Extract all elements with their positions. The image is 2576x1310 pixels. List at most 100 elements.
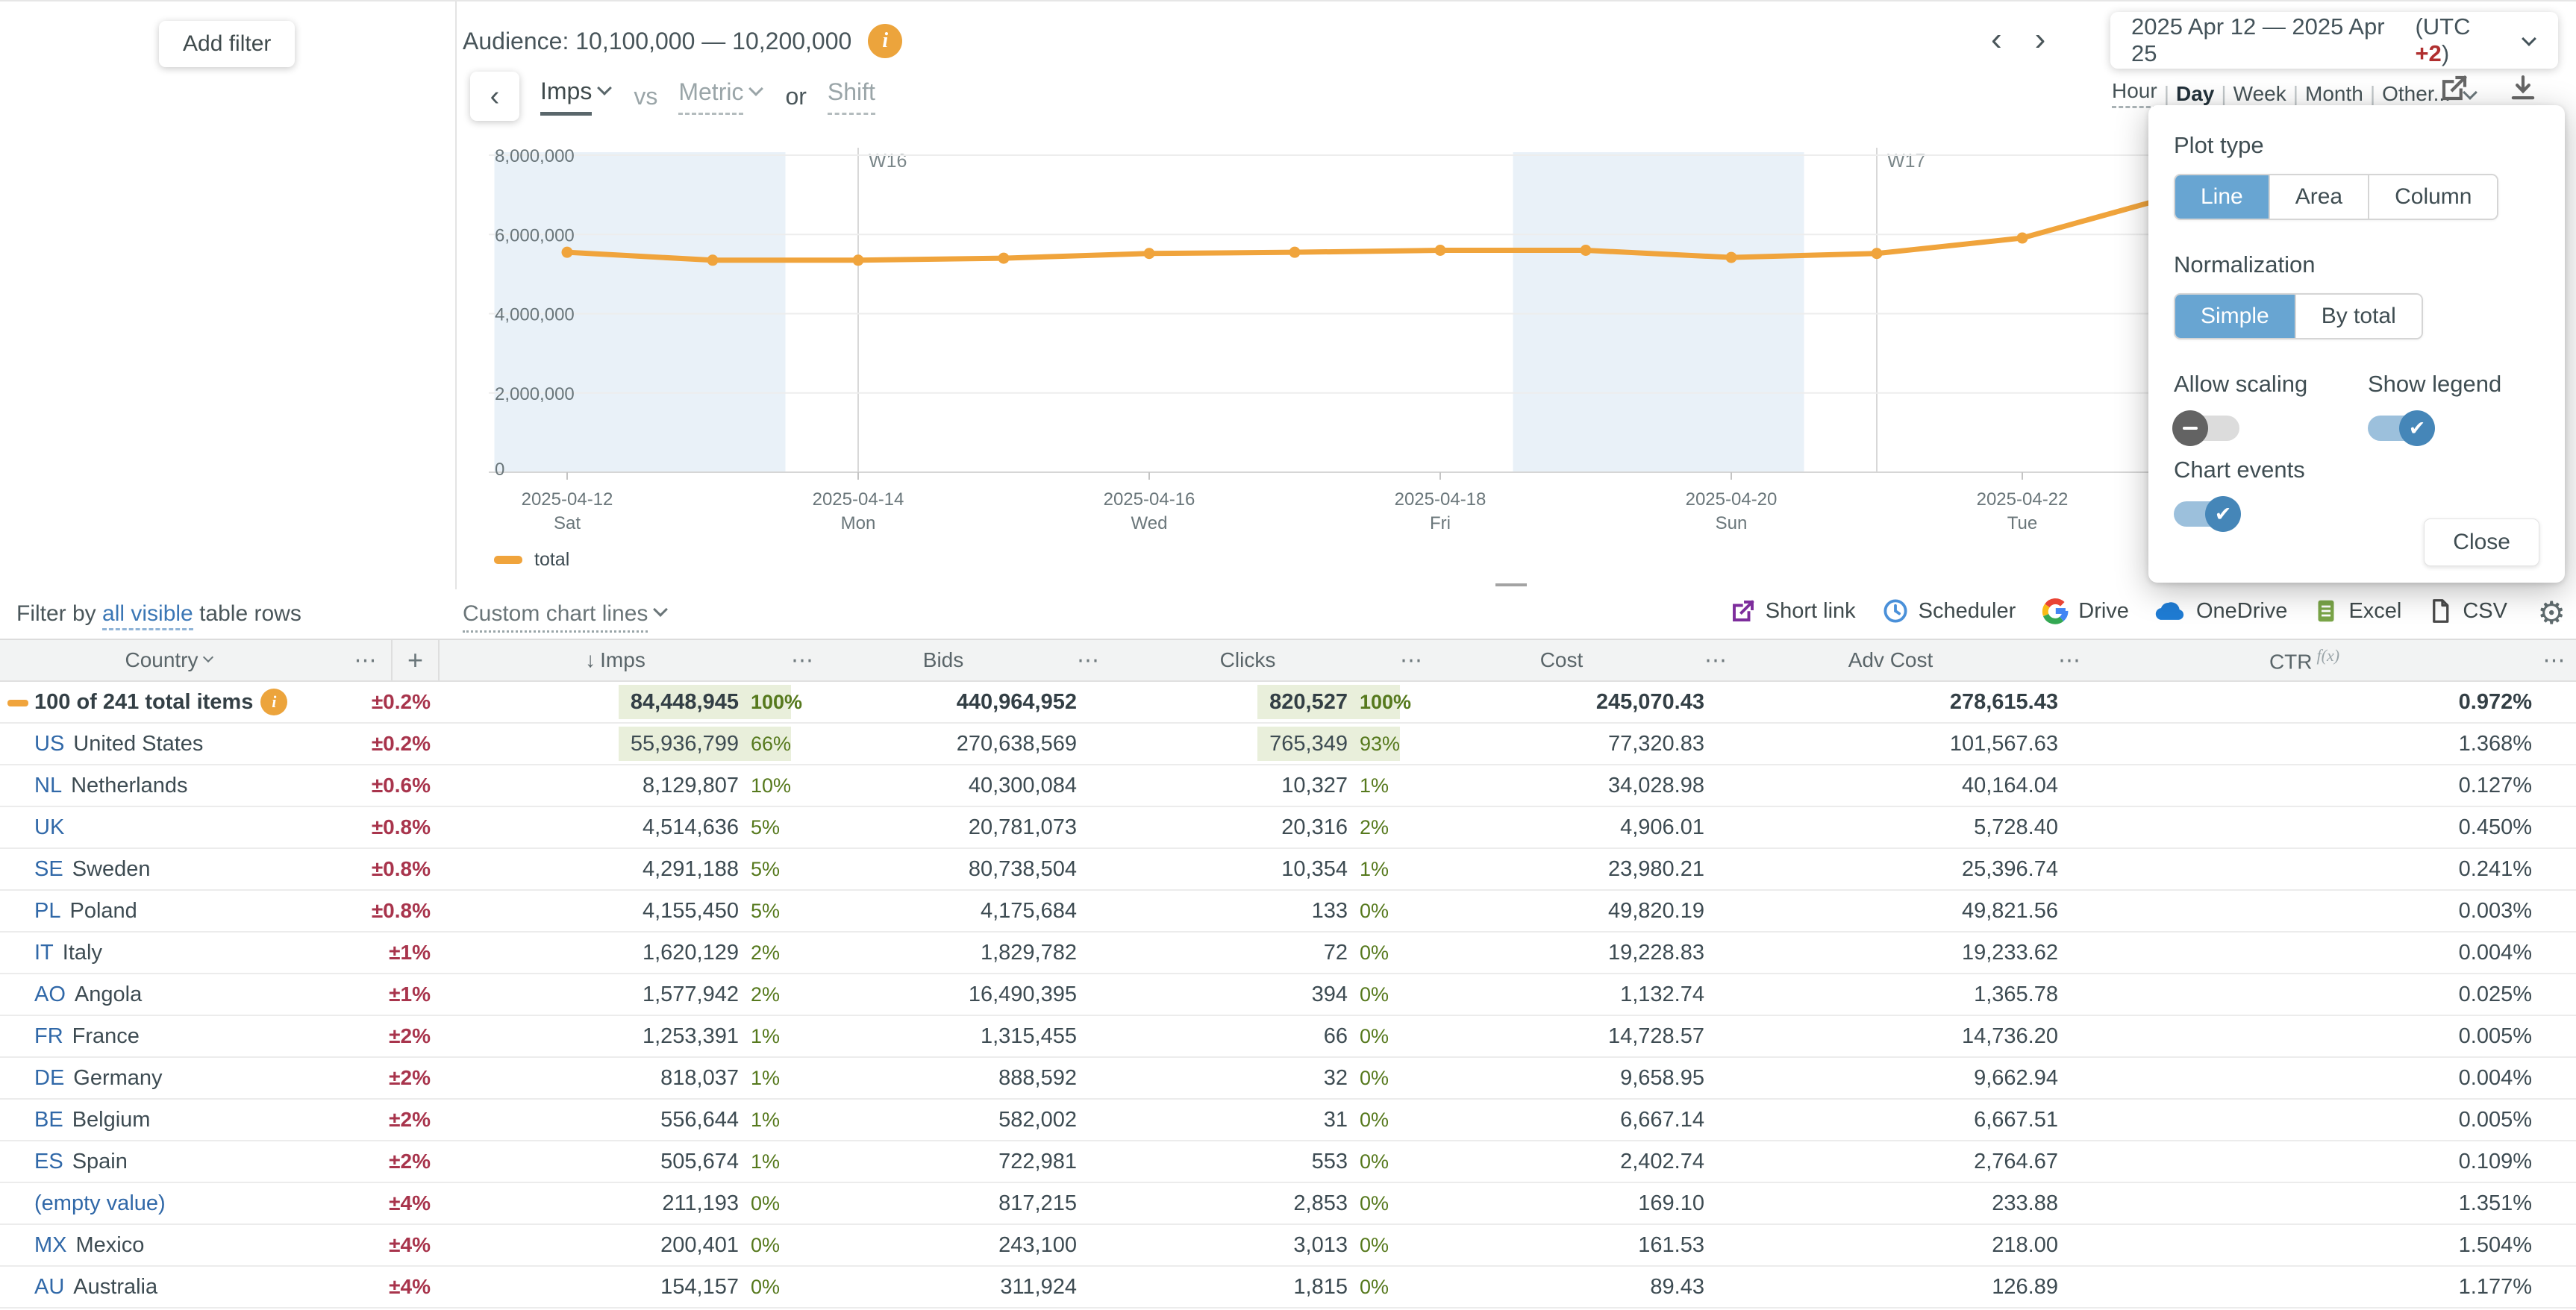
country-name[interactable]: France: [72, 1024, 140, 1048]
country-name[interactable]: Belgium: [72, 1107, 151, 1132]
country-name[interactable]: Angola: [74, 982, 143, 1006]
normalization-option-simple[interactable]: Simple: [2175, 295, 2295, 338]
chart-actions: ⚙: [2439, 70, 2576, 106]
back-button[interactable]: ‹: [470, 72, 519, 121]
plot-type-option-area[interactable]: Area: [2268, 175, 2369, 219]
download-icon[interactable]: [2507, 72, 2539, 104]
table-row[interactable]: AU Australia ±4% 154,157 0% 311,924 1,815 0% 89.…: [0, 1267, 2576, 1309]
imps-percent: 0%: [751, 1191, 781, 1215]
country-name[interactable]: Spain: [72, 1149, 128, 1173]
allow-scaling-switch[interactable]: [2172, 410, 2239, 446]
country-name[interactable]: Mexico: [75, 1232, 145, 1257]
country-name[interactable]: Italy: [62, 940, 102, 965]
table-settings-gear-icon[interactable]: ⚙: [2537, 595, 2566, 631]
country-code[interactable]: MX: [34, 1232, 67, 1257]
table-row[interactable]: US United States ±0.2% 55,936,799 66% 270,638…: [0, 724, 2576, 765]
column-header-imps[interactable]: ↓ Imps: [585, 648, 645, 671]
secondary-metric-dropdown[interactable]: Metric: [678, 78, 764, 115]
date-range-picker[interactable]: 2025 Apr 12 — 2025 Apr 25 (UTC +2): [2110, 12, 2558, 69]
cell-margin-of-error: ±2%: [389, 1024, 431, 1047]
add-column-button[interactable]: +: [391, 640, 440, 680]
country-name[interactable]: Poland: [69, 898, 137, 923]
table-row[interactable]: 100 of 241 total items i ±0.2% 84,448,945 10…: [0, 682, 2576, 724]
table-row[interactable]: PL Poland ±0.8% 4,155,450 5% 4,175,684 133 0% 49…: [0, 891, 2576, 933]
granularity-week[interactable]: Week: [2233, 81, 2286, 105]
country-name[interactable]: Germany: [73, 1065, 163, 1090]
cell-bids: 16,490,395: [968, 982, 1077, 1006]
granularity-other[interactable]: Other...: [2382, 81, 2451, 105]
drive-button[interactable]: Drive: [2041, 597, 2129, 625]
country-name[interactable]: Netherlands: [71, 773, 188, 797]
column-menu-icon[interactable]: ⋯: [1704, 648, 1727, 673]
country-name[interactable]: United States: [73, 731, 204, 756]
timeseries-chart[interactable]: W16 W17 0 2,000,000 4,000,000 6,000,000 8,000,…: [463, 131, 2172, 578]
shift-toggle[interactable]: Shift: [827, 78, 875, 115]
country-code[interactable]: IT: [34, 940, 54, 965]
table-row[interactable]: UK ±0.8% 4,514,636 5% 20,781,073 20,316 2% 4,90…: [0, 807, 2576, 849]
column-header-clicks[interactable]: Clicks: [1219, 648, 1276, 671]
onedrive-button[interactable]: OneDrive: [2154, 597, 2287, 625]
granularity-hour[interactable]: Hour: [2112, 79, 2157, 108]
table-row[interactable]: AO Angola ±1% 1,577,942 2% 16,490,395 394 0% 1,1…: [0, 974, 2576, 1016]
column-header-country[interactable]: Country: [0, 648, 340, 672]
country-name[interactable]: Sweden: [72, 856, 151, 881]
add-filter-button[interactable]: Add filter: [159, 21, 296, 67]
granularity-month[interactable]: Month: [2305, 81, 2363, 105]
prev-date-button[interactable]: ‹: [1991, 21, 2002, 57]
legend-label[interactable]: total: [534, 549, 570, 570]
open-in-new-icon[interactable]: [2439, 72, 2470, 104]
column-header-cost[interactable]: Cost: [1539, 648, 1584, 671]
next-date-button[interactable]: ›: [2034, 21, 2046, 57]
country-code[interactable]: NL: [34, 773, 63, 797]
column-menu-icon[interactable]: ⋯: [1400, 648, 1422, 673]
country-name[interactable]: Australia: [73, 1274, 158, 1299]
scheduler-button[interactable]: Scheduler: [1881, 597, 2016, 625]
table-row[interactable]: NL Netherlands ±0.6% 8,129,807 10% 40,300,084…: [0, 765, 2576, 807]
plot-type-option-column[interactable]: Column: [2368, 175, 2498, 219]
country-code[interactable]: SE: [34, 856, 63, 881]
cell-imps: 211,193 0%: [440, 1186, 791, 1220]
country-code[interactable]: BE: [34, 1107, 63, 1132]
column-header-adv-cost[interactable]: Adv Cost: [1848, 648, 1933, 671]
short-link-button[interactable]: Short link: [1730, 598, 1856, 624]
column-header-bids[interactable]: Bids: [922, 648, 964, 671]
custom-chart-lines-dropdown[interactable]: Custom chart lines: [463, 601, 669, 633]
country-code[interactable]: AO: [34, 982, 66, 1006]
column-menu-icon[interactable]: ⋯: [791, 648, 813, 673]
table-row[interactable]: ES Spain ±2% 505,674 1% 722,981 553 0% 2,402.74 2…: [0, 1141, 2576, 1183]
excel-button[interactable]: Excel: [2313, 598, 2401, 624]
country-code[interactable]: UK: [34, 815, 65, 839]
table-row[interactable]: IT Italy ±1% 1,620,129 2% 1,829,782 72 0% 19,228…: [0, 933, 2576, 974]
filter-scope-link[interactable]: all visible: [102, 601, 193, 630]
column-menu-icon[interactable]: ⋯: [354, 648, 377, 673]
column-menu-icon[interactable]: ⋯: [2542, 648, 2566, 673]
normalization-option-by-total[interactable]: By total: [2294, 295, 2422, 338]
close-button[interactable]: Close: [2424, 518, 2539, 566]
country-code[interactable]: DE: [34, 1065, 65, 1090]
info-icon[interactable]: i: [260, 689, 288, 715]
table-row[interactable]: (empty value) ±4% 211,193 0% 817,215 2,853 0% 1…: [0, 1183, 2576, 1225]
country-code[interactable]: FR: [34, 1024, 63, 1048]
country-code[interactable]: US: [34, 731, 65, 756]
show-legend-switch[interactable]: ✔: [2368, 410, 2435, 446]
info-icon[interactable]: i: [868, 24, 903, 58]
cell-country: PL Poland: [0, 899, 340, 924]
table-row[interactable]: DE Germany ±2% 818,037 1% 888,592 32 0% 9,658.95…: [0, 1058, 2576, 1100]
country-name[interactable]: (empty value): [34, 1191, 166, 1215]
primary-metric-dropdown[interactable]: Imps: [540, 78, 613, 116]
table-row[interactable]: FR France ±2% 1,253,391 1% 1,315,455 66 0% 14,72…: [0, 1016, 2576, 1058]
column-header-ctr[interactable]: CTR f(x): [2269, 646, 2340, 674]
table-row[interactable]: SE Sweden ±0.8% 4,291,188 5% 80,738,504 10,354…: [0, 849, 2576, 891]
table-row[interactable]: MX Mexico ±4% 200,401 0% 243,100 3,013 0% 161.53…: [0, 1225, 2576, 1267]
country-code[interactable]: ES: [34, 1149, 63, 1173]
granularity-day[interactable]: Day: [2175, 81, 2215, 105]
country-name[interactable]: 100 of 241 total items: [34, 689, 254, 714]
country-code[interactable]: PL: [34, 898, 61, 923]
column-menu-icon[interactable]: ⋯: [1077, 648, 1099, 673]
plot-type-option-line[interactable]: Line: [2175, 175, 2269, 219]
column-menu-icon[interactable]: ⋯: [2058, 648, 2081, 673]
table-row[interactable]: BE Belgium ±2% 556,644 1% 582,002 31 0% 6,667.14…: [0, 1100, 2576, 1141]
country-code[interactable]: AU: [34, 1274, 65, 1299]
csv-button[interactable]: CSV: [2427, 598, 2507, 624]
chart-events-switch[interactable]: ✔: [2174, 496, 2241, 532]
